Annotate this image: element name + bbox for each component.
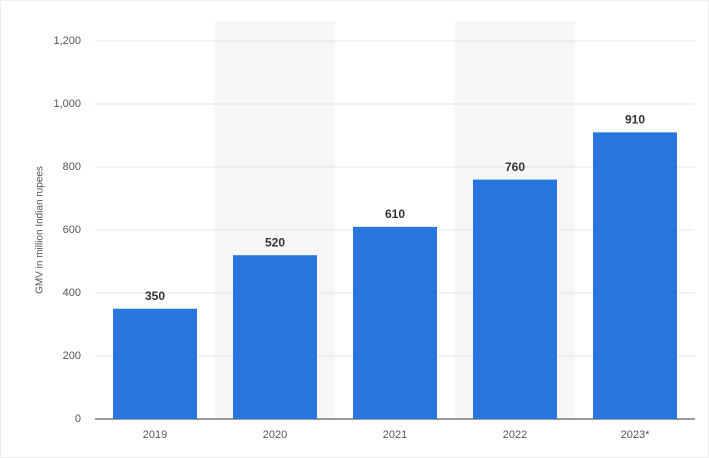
y-tick-label: 1,000 — [53, 98, 81, 110]
bar — [113, 308, 197, 419]
y-axis-label: GMV in million Indian rupees — [35, 166, 46, 294]
y-tick-label: 1,200 — [53, 35, 81, 47]
y-tick-label: 600 — [63, 224, 81, 236]
value-label: 350 — [145, 289, 165, 303]
x-tick-label: 2020 — [263, 429, 287, 441]
value-label: 910 — [625, 113, 645, 127]
value-label: 610 — [385, 207, 405, 221]
x-tick-label: 2023* — [621, 429, 650, 441]
x-tick-label: 2022 — [503, 429, 527, 441]
bar — [473, 179, 557, 419]
y-tick-label: 400 — [63, 287, 81, 299]
x-tick-label: 2019 — [143, 429, 167, 441]
value-label: 520 — [265, 235, 285, 249]
bar — [233, 255, 317, 419]
bar — [353, 226, 437, 419]
bar — [593, 132, 677, 419]
x-tick-label: 2021 — [383, 429, 407, 441]
y-tick-label: 800 — [63, 161, 81, 173]
y-tick-label: 200 — [63, 350, 81, 362]
value-label: 760 — [505, 160, 525, 174]
y-tick-label: 0 — [75, 413, 81, 425]
